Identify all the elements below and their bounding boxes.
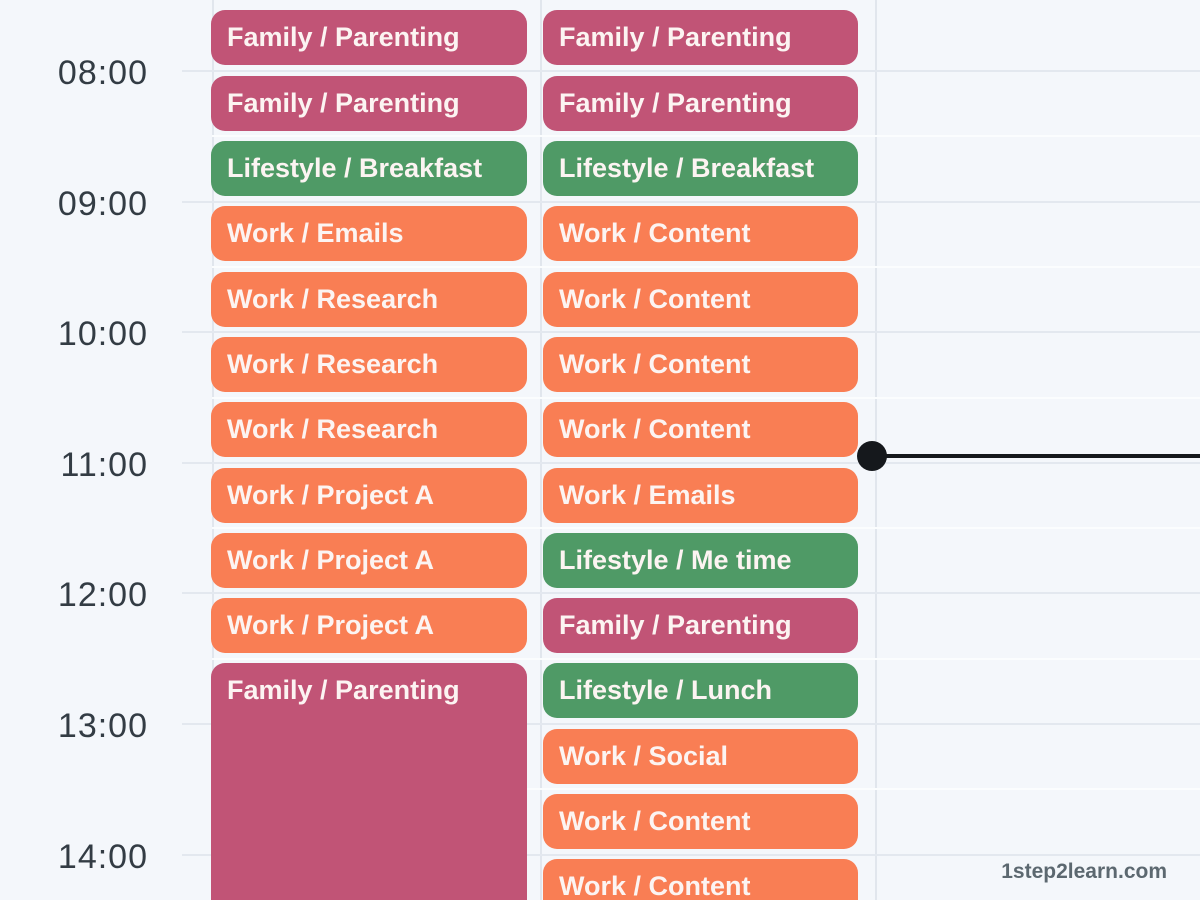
event-block-lifestyle[interactable]: Lifestyle / Me time <box>543 532 858 588</box>
event-title: Family / Parenting <box>559 22 792 53</box>
event-block-family[interactable]: Family / Parenting <box>543 10 858 66</box>
time-label: 11:00 <box>60 445 148 484</box>
event-block-work[interactable]: Work / Social <box>543 728 858 784</box>
event-title: Work / Emails <box>227 218 404 249</box>
event-block-lifestyle[interactable]: Lifestyle / Lunch <box>543 663 858 719</box>
half-hour-gridline <box>212 396 1200 399</box>
event-title: Work / Content <box>559 348 751 379</box>
event-title: Work / Project A <box>227 544 435 575</box>
hour-gridline <box>182 461 1200 464</box>
event-block-work[interactable]: Work / Emails <box>543 467 858 523</box>
time-label: 08:00 <box>57 54 148 92</box>
half-hour-gridline <box>212 265 1200 268</box>
event-title: Work / Research <box>227 348 439 379</box>
event-title: Work / Content <box>559 806 751 836</box>
event-title: Family / Parenting <box>559 610 792 641</box>
event-block-work[interactable]: Work / Content <box>543 206 858 262</box>
current-time-line <box>870 454 1200 458</box>
event-title: Lifestyle / Breakfast <box>559 153 815 183</box>
event-block-work[interactable]: Work / Project A <box>211 598 527 654</box>
event-block-work[interactable]: Work / Project A <box>211 467 527 523</box>
event-block-work[interactable]: Work / Research <box>211 402 527 458</box>
time-label: 10:00 <box>57 315 148 354</box>
event-title: Work / Content <box>559 283 751 314</box>
hour-gridline <box>182 853 1200 856</box>
event-block-work[interactable]: Work / Project A <box>211 532 527 588</box>
event-block-work[interactable]: Work / Content <box>543 271 858 327</box>
current-time-dot-icon <box>857 441 887 471</box>
event-title: Family / Parenting <box>227 87 460 118</box>
hour-gridline <box>182 70 1200 72</box>
event-title: Work / Social <box>559 740 729 771</box>
event-title: Work / Content <box>559 871 751 900</box>
half-hour-gridline <box>212 527 1200 530</box>
event-title: Work / Content <box>559 218 751 249</box>
time-label: 12:00 <box>57 576 148 615</box>
event-block-family[interactable]: Family / Parenting <box>211 75 527 131</box>
event-title: Work / Project A <box>227 479 435 510</box>
time-label: 13:00 <box>57 707 148 745</box>
event-title: Lifestyle / Me time <box>559 544 792 575</box>
time-label: 14:00 <box>57 837 148 876</box>
event-title: Lifestyle / Breakfast <box>227 153 483 183</box>
day-column-separator <box>540 0 542 900</box>
event-block-lifestyle[interactable]: Lifestyle / Breakfast <box>543 141 858 196</box>
half-hour-gridline <box>212 788 1200 791</box>
event-block-work[interactable]: Work / Content <box>543 402 858 458</box>
event-block-work[interactable]: Work / Research <box>211 336 527 392</box>
event-block-work[interactable]: Work / Content <box>543 336 858 392</box>
event-title: Work / Content <box>559 414 751 445</box>
event-title: Family / Parenting <box>227 675 460 706</box>
half-hour-gridline <box>212 135 1200 138</box>
hour-gridline <box>182 331 1200 334</box>
event-block-family[interactable]: Family / Parenting <box>211 663 527 900</box>
event-block-family[interactable]: Family / Parenting <box>211 10 527 66</box>
time-label: 09:00 <box>57 184 148 223</box>
event-title: Work / Research <box>227 283 439 314</box>
event-block-work[interactable]: Work / Emails <box>211 206 527 262</box>
hour-gridline <box>182 723 1200 725</box>
event-title: Family / Parenting <box>227 22 460 53</box>
event-title: Work / Project A <box>227 610 435 641</box>
watermark: 1step2learn.com <box>1001 860 1167 883</box>
event-block-lifestyle[interactable]: Lifestyle / Breakfast <box>211 141 527 196</box>
event-title: Work / Research <box>227 414 439 445</box>
half-hour-gridline <box>212 657 1200 660</box>
event-title: Family / Parenting <box>559 87 792 118</box>
event-block-work[interactable]: Work / Content <box>543 794 858 849</box>
event-title: Work / Emails <box>559 479 736 510</box>
event-block-family[interactable]: Family / Parenting <box>543 598 858 654</box>
event-block-work[interactable]: Work / Content <box>543 859 858 900</box>
hour-gridline <box>182 592 1200 595</box>
event-block-work[interactable]: Work / Research <box>211 271 527 327</box>
hour-gridline <box>182 200 1200 203</box>
event-block-family[interactable]: Family / Parenting <box>543 75 858 131</box>
event-title: Lifestyle / Lunch <box>559 675 773 706</box>
